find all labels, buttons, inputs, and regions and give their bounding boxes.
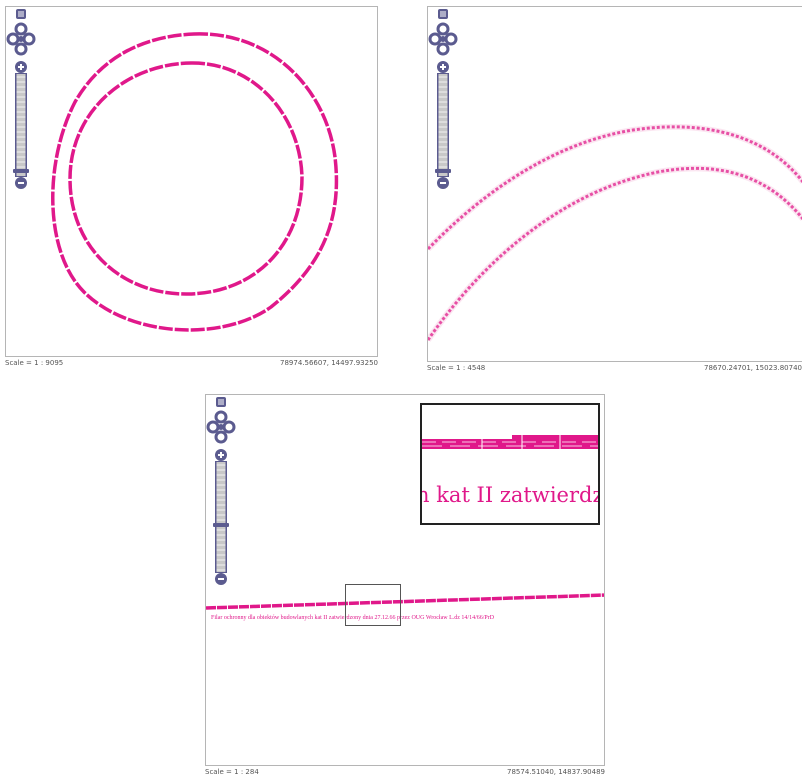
zoom-slider-track[interactable] — [437, 73, 449, 177]
zoom-bar-1 — [6, 7, 36, 207]
plus-icon[interactable] — [437, 61, 449, 73]
zoom-slider-handle[interactable] — [13, 169, 29, 173]
scale-readout: Scale = 1 : 4548 — [427, 364, 486, 372]
zoom-slider-track[interactable] — [215, 461, 227, 573]
inset-boundary-line — [422, 439, 598, 449]
outer-boundary-line — [51, 32, 339, 332]
inset-boundary-line-upper — [512, 435, 598, 441]
zoom-control — [428, 9, 458, 189]
zoom-slider-track[interactable] — [15, 73, 27, 177]
pan-arrows-icon[interactable] — [6, 22, 36, 56]
outer-boundary-line-halo — [428, 123, 802, 252]
zoom-control — [6, 9, 36, 189]
coordinate-readout: 78574.51040, 14837.90489 — [507, 768, 605, 776]
coordinate-readout: 78670.24701, 15023.80740 — [704, 364, 802, 372]
layer-switcher-icon[interactable] — [216, 397, 226, 407]
pan-arrows-icon[interactable] — [428, 22, 458, 56]
coordinate-readout: 78974.56607, 14497.93250 — [280, 359, 378, 367]
zoom-slider-handle[interactable] — [435, 169, 451, 173]
plus-icon[interactable] — [215, 449, 227, 461]
status-bar-2: Scale = 1 : 4548 78670.24701, 15023.8074… — [427, 364, 802, 376]
map-feature-label: Filar ochronny dla obiektów budowlanych … — [211, 615, 495, 621]
inset-canvas — [422, 435, 598, 451]
magnifier-inset: h kat II zatwierdz — [420, 403, 600, 525]
boundary-line — [206, 593, 604, 610]
inner-boundary-line — [428, 166, 802, 341]
map-view-3[interactable]: Filar ochronny dla obiektów budowlanych … — [205, 394, 605, 766]
inner-boundary-line-halo — [428, 165, 802, 342]
inner-boundary-line — [68, 61, 304, 296]
status-bar-1: Scale = 1 : 9095 78974.56607, 14497.9325… — [5, 359, 378, 371]
magnifier-selection-box — [345, 584, 401, 626]
map-view-1[interactable] — [5, 6, 378, 357]
minus-icon[interactable] — [215, 573, 227, 585]
status-bar-3: Scale = 1 : 284 78574.51040, 14837.90489 — [205, 768, 605, 780]
zoom-bar-2 — [428, 7, 458, 207]
scale-readout: Scale = 1 : 9095 — [5, 359, 64, 367]
zoom-slider-handle[interactable] — [213, 523, 229, 527]
minus-icon[interactable] — [437, 177, 449, 189]
scale-readout: Scale = 1 : 284 — [205, 768, 259, 776]
plus-icon[interactable] — [15, 61, 27, 73]
map-canvas-1 — [51, 32, 339, 332]
zoom-control — [206, 397, 236, 585]
map-canvas-3 — [206, 593, 604, 610]
map-canvas-2 — [428, 123, 802, 342]
map-view-2[interactable] — [427, 6, 802, 362]
pan-arrows-icon[interactable] — [206, 410, 236, 444]
layer-switcher-icon[interactable] — [438, 9, 448, 19]
inset-label: h kat II zatwierdz — [420, 483, 600, 507]
layer-switcher-icon[interactable] — [16, 9, 26, 19]
outer-boundary-line — [428, 125, 802, 251]
minus-icon[interactable] — [15, 177, 27, 189]
zoom-bar-3 — [206, 395, 236, 595]
